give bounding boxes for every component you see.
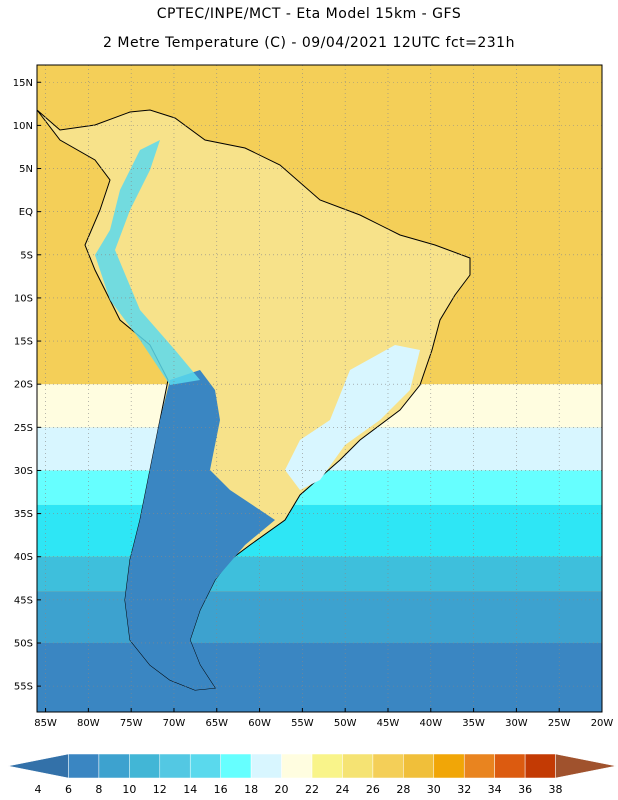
- colorbar-cells: [7, 753, 617, 779]
- colorbar-label: 10: [122, 783, 136, 796]
- lat-tick-label: 20S: [14, 380, 33, 391]
- colorbar-cell: [433, 753, 465, 779]
- lon-tick-label: 70W: [163, 718, 186, 729]
- lat-tick-label: 15N: [13, 78, 33, 89]
- southeast-brazil-cool-area: [285, 345, 420, 490]
- lon-tick-label: 55W: [291, 718, 314, 729]
- colorbar-label: 36: [518, 783, 532, 796]
- lat-tick-label: 55S: [14, 682, 33, 693]
- lat-tick-label: 30S: [14, 466, 33, 477]
- lat-tick-label: 10S: [14, 293, 33, 304]
- lat-tick-label: EQ: [19, 207, 33, 218]
- lon-tick-label: 20W: [591, 718, 614, 729]
- colorbar-label: 30: [427, 783, 441, 796]
- colorbar-cell: [220, 753, 252, 779]
- lat-tick-label: 35S: [14, 509, 33, 520]
- colorbar-label: 14: [183, 783, 197, 796]
- lat-tick-label: 40S: [14, 552, 33, 563]
- colorbar-cell: [494, 753, 526, 779]
- colorbar-cell: [524, 753, 556, 779]
- lon-tick-label: 80W: [77, 718, 100, 729]
- colorbar-label: 20: [275, 783, 289, 796]
- lon-tick-label: 50W: [334, 718, 357, 729]
- lon-tick-label: 75W: [120, 718, 143, 729]
- map-title-line2: 2 Metre Temperature (C) - 09/04/2021 12U…: [103, 35, 515, 51]
- colorbar-cell: [98, 753, 130, 779]
- colorbar-cell: [403, 753, 435, 779]
- colorbar-cell: [463, 753, 495, 779]
- colorbar-label: 28: [396, 783, 410, 796]
- colorbar-label: 22: [305, 783, 319, 796]
- colorbar-cell: [159, 753, 191, 779]
- axis-ticks: 15N 10N 5N EQ 5S 10S 15S 20S 25S 30S 35S 40S 45S 50S 5…: [13, 78, 614, 729]
- lon-tick-label: 65W: [205, 718, 228, 729]
- lat-tick-label: 15S: [14, 337, 33, 348]
- cold-andes-patagonia: [125, 370, 275, 690]
- lat-tick-label: 10N: [13, 121, 33, 132]
- colorbar-label: 26: [366, 783, 380, 796]
- colorbar-cell: [342, 753, 374, 779]
- map-title-line1: CPTEC/INPE/MCT - Eta Model 15km - GFS: [156, 6, 462, 22]
- colorbar-cell: [68, 753, 100, 779]
- lon-tick-label: 60W: [248, 718, 271, 729]
- lon-tick-label: 25W: [548, 718, 571, 729]
- colorbar-arrow-low: [7, 753, 69, 779]
- lat-tick-label: 45S: [14, 595, 33, 606]
- colorbar-label: 6: [65, 783, 72, 796]
- colorbar-label: 24: [335, 783, 349, 796]
- colorbar-cell: [250, 753, 282, 779]
- colorbar-arrow-high: [555, 753, 617, 779]
- colorbar-cell: [281, 753, 313, 779]
- colorbar-labels: 4 6 8 10 12 14 16 18 20 22 24 26 28 30 32 34 36 38: [35, 783, 563, 796]
- colorbar-label: 18: [244, 783, 258, 796]
- colorbar-cell: [129, 753, 161, 779]
- colorbar-label: 34: [488, 783, 502, 796]
- map-frame: [36, 64, 603, 713]
- lon-tick-label: 85W: [34, 718, 57, 729]
- colorbar-label: 16: [214, 783, 228, 796]
- lon-tick-label: 30W: [505, 718, 528, 729]
- lat-tick-label: 5S: [20, 250, 33, 261]
- colorbar-cell: [372, 753, 404, 779]
- colorbar-label: 12: [153, 783, 167, 796]
- colorbar-label: 8: [95, 783, 102, 796]
- colorbar-label: 4: [35, 783, 42, 796]
- colorbar-label: 38: [549, 783, 563, 796]
- lat-tick-label: 25S: [14, 423, 33, 434]
- colorbar-cell: [311, 753, 343, 779]
- colorbar-cell: [189, 753, 221, 779]
- lat-tick-label: 5N: [19, 164, 33, 175]
- andes-cool-strip: [95, 140, 200, 385]
- lon-tick-label: 45W: [377, 718, 400, 729]
- lon-tick-label: 40W: [419, 718, 442, 729]
- lon-tick-label: 35W: [462, 718, 485, 729]
- colorbar-label: 32: [457, 783, 471, 796]
- lat-tick-label: 50S: [14, 638, 33, 649]
